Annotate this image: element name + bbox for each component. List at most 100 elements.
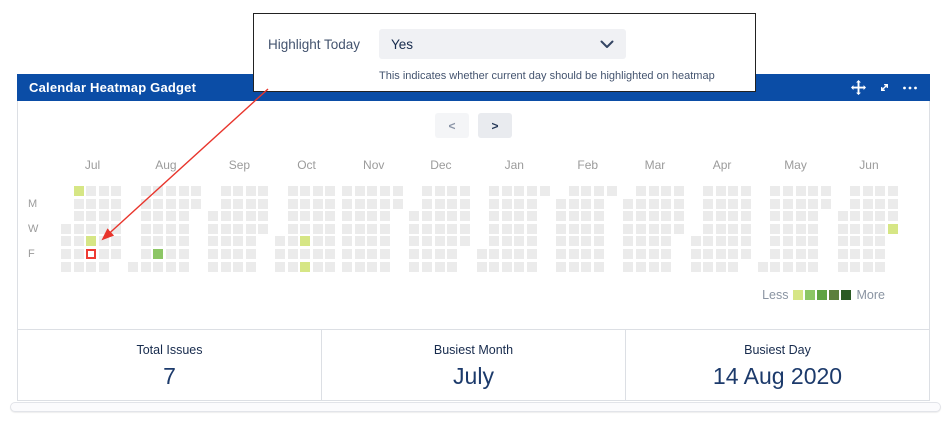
heatmap-cell[interactable] [245, 186, 256, 196]
heatmap-cell[interactable] [459, 211, 470, 222]
heatmap-cell[interactable] [245, 261, 256, 272]
heatmap-cell[interactable] [233, 236, 244, 247]
heatmap-cell[interactable] [275, 248, 286, 259]
heatmap-cell[interactable] [837, 261, 848, 272]
heatmap-cell[interactable] [140, 211, 151, 222]
heatmap-cell[interactable] [623, 211, 634, 222]
heatmap-cell[interactable] [740, 223, 751, 234]
heatmap-cell[interactable] [165, 211, 176, 222]
heatmap-cell[interactable] [673, 211, 684, 222]
heatmap-cell[interactable] [715, 236, 726, 247]
heatmap-cell[interactable] [770, 248, 781, 259]
heatmap-cell[interactable] [111, 248, 122, 259]
heatmap-cell[interactable] [715, 223, 726, 234]
heatmap-cell[interactable] [850, 261, 861, 272]
heatmap-cell[interactable] [875, 223, 886, 234]
heatmap-cell[interactable] [514, 186, 525, 196]
heatmap-cell[interactable] [703, 248, 714, 259]
heatmap-cell[interactable] [728, 186, 739, 196]
heatmap-cell[interactable] [875, 261, 886, 272]
heatmap-cell[interactable] [648, 261, 659, 272]
heatmap-cell[interactable] [850, 211, 861, 222]
heatmap-cell[interactable] [140, 261, 151, 272]
heatmap-cell[interactable] [245, 236, 256, 247]
heatmap-cell[interactable] [325, 248, 336, 259]
heatmap-cell[interactable] [740, 248, 751, 259]
heatmap-cell[interactable] [258, 186, 269, 196]
heatmap-cell[interactable] [690, 261, 701, 272]
heatmap-cell[interactable] [73, 198, 84, 209]
heatmap-cell[interactable] [111, 198, 122, 209]
heatmap-cell[interactable] [690, 248, 701, 259]
heatmap-cell[interactable] [526, 198, 537, 209]
heatmap-cell[interactable] [526, 186, 537, 196]
heatmap-cell[interactable] [581, 198, 592, 209]
heatmap-cell[interactable] [782, 186, 793, 196]
heatmap-cell[interactable] [98, 186, 109, 196]
heatmap-cell[interactable] [526, 236, 537, 247]
heatmap-cell[interactable] [220, 186, 231, 196]
heatmap-cell[interactable] [606, 186, 617, 196]
heatmap-cell[interactable] [153, 236, 164, 247]
heatmap-cell[interactable] [434, 198, 445, 209]
heatmap-cell[interactable] [111, 186, 122, 196]
heatmap-cell[interactable] [703, 211, 714, 222]
heatmap-cell[interactable] [887, 223, 898, 234]
heatmap-cell[interactable] [636, 261, 647, 272]
heatmap-cell[interactable] [501, 236, 512, 247]
heatmap-cell[interactable] [887, 198, 898, 209]
heatmap-cell[interactable] [837, 248, 848, 259]
heatmap-cell[interactable] [862, 261, 873, 272]
heatmap-cell[interactable] [594, 198, 605, 209]
heatmap-cell[interactable] [421, 261, 432, 272]
heatmap-cell[interactable] [740, 211, 751, 222]
heatmap-cell[interactable] [782, 248, 793, 259]
heatmap-cell[interactable] [623, 198, 634, 209]
heatmap-cell[interactable] [178, 248, 189, 259]
heatmap-cell[interactable] [808, 198, 819, 209]
heatmap-cell[interactable] [153, 223, 164, 234]
heatmap-cell[interactable] [728, 261, 739, 272]
heatmap-cell[interactable] [287, 261, 298, 272]
heatmap-cell[interactable] [111, 223, 122, 234]
heatmap-cell[interactable] [300, 261, 311, 272]
heatmap-cell[interactable] [568, 198, 579, 209]
heatmap-cell[interactable] [887, 211, 898, 222]
heatmap-cell[interactable] [875, 186, 886, 196]
heatmap-cell[interactable] [837, 223, 848, 234]
heatmap-cell[interactable] [594, 211, 605, 222]
heatmap-cell[interactable] [661, 236, 672, 247]
heatmap-cell[interactable] [568, 223, 579, 234]
heatmap-cell[interactable] [850, 186, 861, 196]
heatmap-cell[interactable] [220, 198, 231, 209]
heatmap-cell[interactable] [153, 211, 164, 222]
heatmap-cell[interactable] [312, 236, 323, 247]
more-icon[interactable] [902, 80, 918, 96]
heatmap-cell[interactable] [594, 248, 605, 259]
heatmap-cell[interactable] [191, 186, 202, 196]
heatmap-cell[interactable] [661, 186, 672, 196]
heatmap-cell[interactable] [526, 248, 537, 259]
heatmap-cell[interactable] [165, 198, 176, 209]
heatmap-cell[interactable] [459, 223, 470, 234]
heatmap-cell[interactable] [380, 186, 390, 196]
heatmap-cell[interactable] [489, 261, 500, 272]
heatmap-cell[interactable] [594, 223, 605, 234]
heatmap-cell[interactable] [795, 186, 806, 196]
heatmap-cell[interactable] [220, 236, 231, 247]
heatmap-cell[interactable] [325, 223, 336, 234]
heatmap-cell[interactable] [153, 261, 164, 272]
heatmap-cell[interactable] [556, 211, 567, 222]
heatmap-cell[interactable] [728, 223, 739, 234]
highlight-today-select[interactable]: Yes [379, 29, 626, 59]
heatmap-cell[interactable] [770, 211, 781, 222]
heatmap-cell[interactable] [648, 186, 659, 196]
heatmap-cell[interactable] [568, 186, 579, 196]
heatmap-cell[interactable] [636, 248, 647, 259]
heatmap-cell[interactable] [556, 236, 567, 247]
heatmap-cell[interactable] [98, 236, 109, 247]
heatmap-cell[interactable] [501, 198, 512, 209]
heatmap-cell[interactable] [501, 248, 512, 259]
heatmap-cell[interactable] [875, 236, 886, 247]
heatmap-cell[interactable] [703, 223, 714, 234]
